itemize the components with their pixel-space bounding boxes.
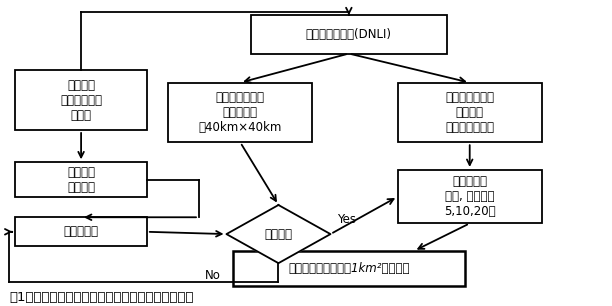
Text: Yes: Yes — [337, 214, 356, 226]
Text: メッシュ気候図（約1km²　単位）: メッシュ気候図（約1km² 単位） — [288, 262, 409, 275]
FancyBboxPatch shape — [398, 170, 542, 223]
Text: No: No — [204, 269, 220, 282]
Text: 重回帰分析: 重回帰分析 — [64, 225, 99, 238]
FancyBboxPatch shape — [168, 83, 312, 142]
Text: 推定モデル
平均, 再現期間
5,10,20年: 推定モデル 平均, 再現期間 5,10,20年 — [444, 175, 496, 218]
Text: 図1　石狩・空知の積雪メッシュ気候図作成の手順: 図1 石狩・空知の積雪メッシュ気候図作成の手順 — [9, 292, 193, 304]
Text: 地理・地形因子
観測所周囲
約40km×40km: 地理・地形因子 観測所周囲 約40km×40km — [198, 91, 282, 134]
FancyBboxPatch shape — [15, 70, 147, 130]
Text: 変動解析
再現期間: 変動解析 再現期間 — [67, 166, 95, 194]
Text: 地理・地形因子
未観測域
石狩・空知管内: 地理・地形因子 未観測域 石狩・空知管内 — [445, 91, 494, 134]
Text: 国土数値情報＿(DNLI): 国土数値情報＿(DNLI) — [306, 28, 392, 41]
Polygon shape — [226, 205, 330, 263]
Text: 精度は？: 精度は？ — [264, 228, 293, 241]
FancyBboxPatch shape — [233, 251, 465, 286]
FancyBboxPatch shape — [15, 217, 147, 246]
FancyBboxPatch shape — [15, 162, 147, 197]
FancyBboxPatch shape — [251, 15, 447, 54]
Text: 長期積雪
・日数・初日
・終日: 長期積雪 ・日数・初日 ・終日 — [60, 79, 102, 122]
FancyBboxPatch shape — [398, 83, 542, 142]
